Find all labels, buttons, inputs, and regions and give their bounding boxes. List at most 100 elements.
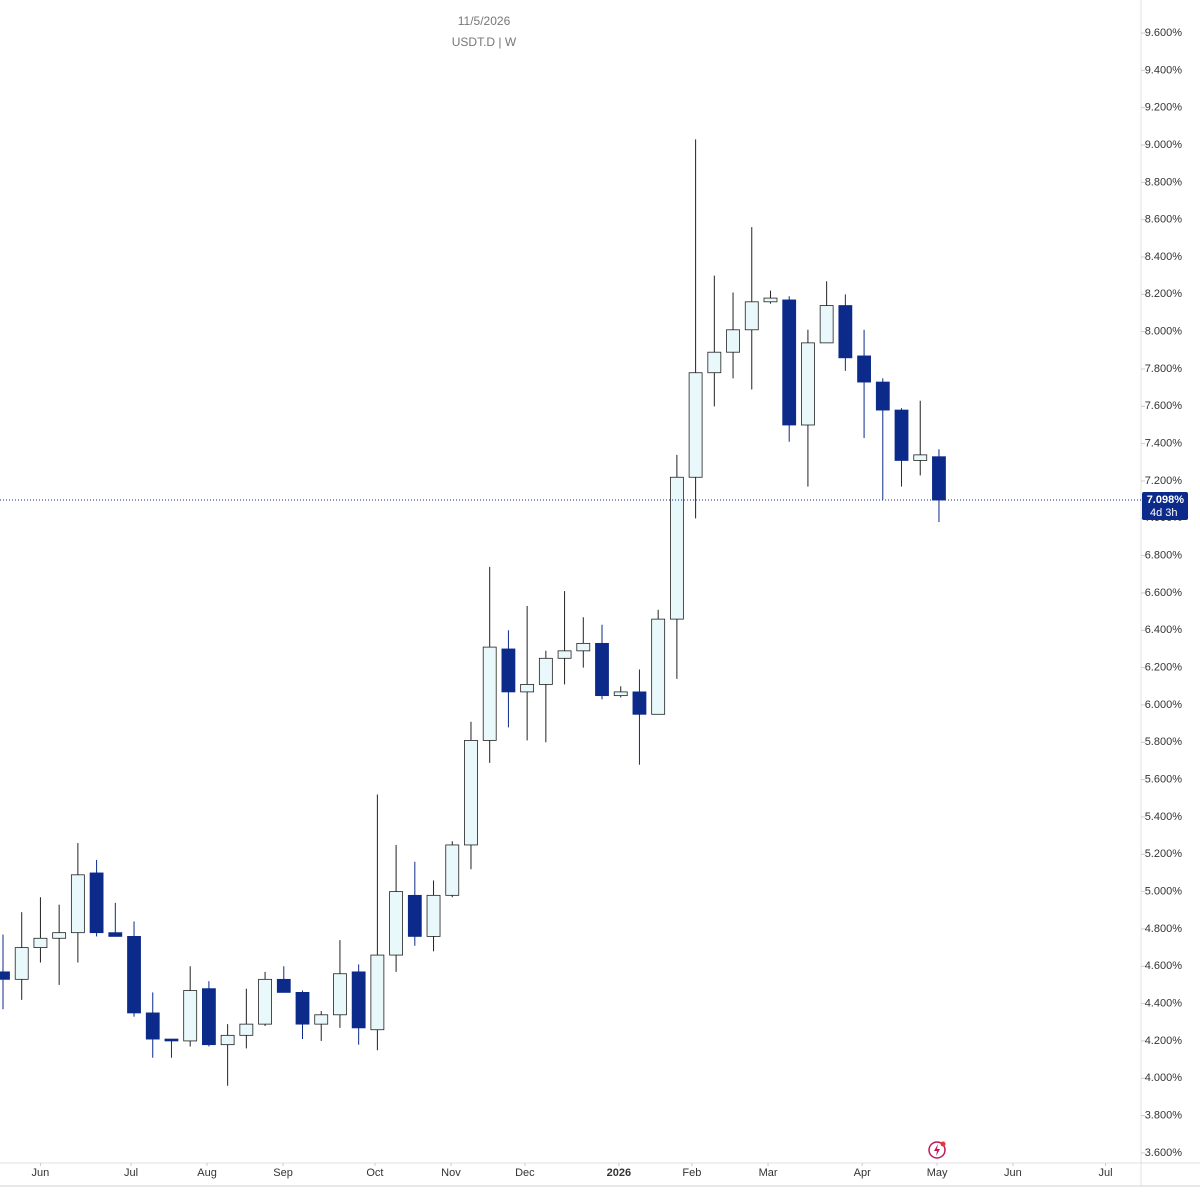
x-tick-label: Aug	[197, 1167, 217, 1179]
candle	[557, 591, 572, 685]
candle-body	[407, 894, 422, 937]
candle	[445, 841, 460, 898]
alert-icon[interactable]	[928, 1141, 946, 1159]
y-tick-label: 5.600%	[1145, 774, 1183, 786]
candle-body	[351, 971, 366, 1029]
candle-body	[89, 872, 104, 934]
y-tick-label: 4.000%	[1145, 1072, 1183, 1084]
y-tick-label: 4.400%	[1145, 998, 1183, 1010]
candle	[464, 721, 478, 870]
candle-body	[613, 691, 628, 697]
candle-body	[239, 1023, 254, 1036]
candle-body	[370, 954, 385, 1031]
y-tick-label: 3.800%	[1145, 1109, 1183, 1121]
candle	[407, 861, 422, 946]
x-tick-label: Feb	[682, 1167, 701, 1179]
candle-body	[127, 936, 141, 1014]
candle	[164, 1038, 179, 1058]
candle	[295, 990, 310, 1040]
candle-body	[838, 305, 853, 359]
candle	[183, 966, 198, 1047]
y-tick-label: 8.000%	[1145, 326, 1183, 338]
x-tick-label: Dec	[515, 1167, 535, 1179]
x-tick-label: Sep	[273, 1167, 293, 1179]
candle	[688, 139, 703, 519]
y-tick-label: 9.200%	[1145, 102, 1183, 114]
candle-body	[744, 301, 759, 331]
candle	[239, 988, 254, 1049]
y-tick-label: 5.200%	[1145, 848, 1183, 860]
candle	[220, 1024, 235, 1086]
candle	[707, 275, 722, 407]
candle-body	[857, 355, 871, 383]
candle-body	[0, 971, 10, 980]
candle-body	[557, 650, 572, 659]
candle	[14, 912, 29, 1000]
candle	[314, 1011, 329, 1041]
candle-body	[875, 381, 890, 411]
candle	[145, 992, 160, 1058]
candle	[576, 617, 591, 668]
x-tick-label: Apr	[854, 1167, 871, 1179]
y-tick-label: 7.200%	[1145, 475, 1183, 487]
y-tick-label: 8.200%	[1145, 288, 1183, 300]
candle-body	[576, 642, 591, 652]
y-tick-label: 9.600%	[1145, 27, 1183, 39]
candle-body	[295, 992, 310, 1025]
candle	[202, 981, 216, 1047]
candle-body	[538, 657, 553, 685]
candle	[333, 940, 347, 1028]
candle-body	[520, 684, 535, 693]
candle-body	[108, 932, 123, 937]
y-tick-label: 9.000%	[1145, 139, 1183, 151]
candle	[127, 921, 141, 1017]
candle	[819, 281, 834, 344]
candle	[744, 227, 759, 390]
candle	[482, 566, 497, 763]
candle-body	[33, 937, 48, 949]
x-tick-label: Jul	[124, 1167, 138, 1179]
candle	[351, 964, 366, 1045]
y-tick-label: 8.800%	[1145, 176, 1183, 188]
y-tick-label: 7.400%	[1145, 438, 1183, 450]
candle-body	[501, 648, 516, 693]
candle	[258, 971, 272, 1027]
candle-body	[52, 932, 67, 939]
candle-body	[819, 305, 834, 344]
x-tick-label: Mar	[759, 1167, 778, 1179]
candle-body	[220, 1034, 235, 1046]
candle-body	[688, 372, 703, 478]
chart-subtitle: USDT.D | W	[452, 35, 517, 49]
candle-body	[202, 988, 216, 1046]
y-tick-label: 8.400%	[1145, 251, 1183, 263]
y-tick-label: 5.800%	[1145, 736, 1183, 748]
y-tick-label: 3.600%	[1145, 1147, 1183, 1159]
candle	[857, 329, 871, 439]
y-tick-label: 6.800%	[1145, 550, 1183, 562]
candle-body	[333, 973, 347, 1016]
candle	[726, 292, 740, 379]
candle-body	[801, 342, 815, 426]
candle	[913, 400, 928, 476]
y-tick-label: 8.600%	[1145, 214, 1183, 226]
x-tick-label: Jun	[32, 1167, 50, 1179]
candle	[632, 669, 647, 765]
x-tick-label: Jul	[1099, 1167, 1113, 1179]
candle-body	[669, 476, 684, 620]
y-tick-label: 4.800%	[1145, 923, 1183, 935]
candle	[595, 624, 609, 700]
candle	[651, 609, 666, 715]
candle	[538, 650, 553, 743]
candle-body	[426, 894, 441, 937]
candle	[108, 902, 123, 937]
last-price-label: 7.098%	[1147, 494, 1185, 506]
y-tick-label: 6.000%	[1145, 699, 1183, 711]
candle	[669, 454, 684, 679]
y-tick-label: 9.400%	[1145, 64, 1183, 76]
candle	[782, 296, 797, 442]
candle-body	[763, 297, 778, 303]
x-tick-label: Nov	[441, 1167, 461, 1179]
candle-body	[70, 874, 85, 934]
candle-body	[595, 642, 609, 697]
